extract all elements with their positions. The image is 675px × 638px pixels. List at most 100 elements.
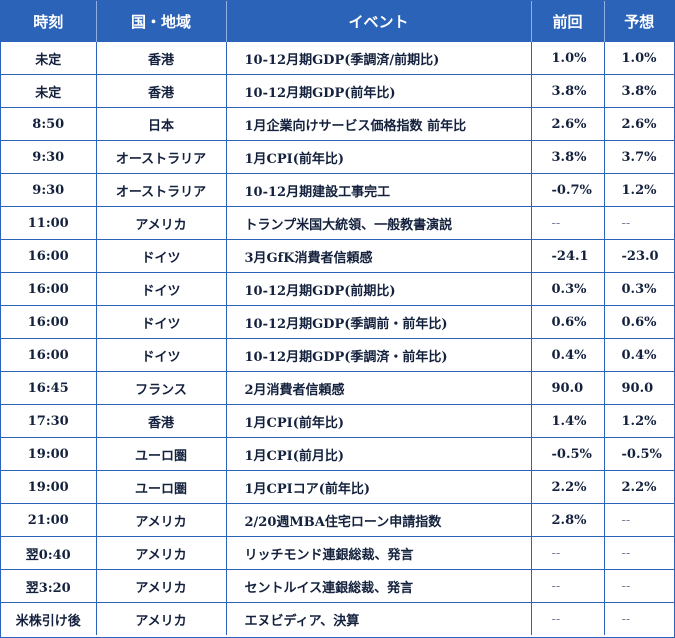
cell-previous: 1.4%	[531, 404, 605, 438]
table-row: 未定 香港 10-12月期GDP(季調済/前期比) 1.0% 1.0%	[1, 42, 674, 75]
cell-event: トランプ米国大統領、一般教書演説	[226, 206, 532, 240]
cell-previous: 0.4%	[531, 338, 605, 372]
header-time: 時刻	[1, 1, 97, 42]
cell-forecast: 0.3%	[604, 272, 674, 306]
cell-forecast: -0.5%	[604, 437, 674, 471]
cell-previous: --	[531, 602, 605, 635]
cell-forecast: 3.7%	[604, 140, 674, 174]
cell-previous: 1.0%	[531, 42, 605, 75]
cell-forecast: 1.2%	[604, 404, 674, 438]
cell-previous: 3.8%	[531, 74, 605, 108]
cell-forecast: 2.2%	[604, 470, 674, 504]
cell-previous: 2.6%	[531, 107, 605, 141]
cell-forecast: --	[604, 536, 674, 570]
cell-country: ドイツ	[96, 338, 227, 372]
cell-event: 2/20週MBA住宅ローン申請指数	[226, 503, 532, 537]
table-row: 11:00 アメリカ トランプ米国大統領、一般教書演説 -- --	[1, 206, 674, 240]
cell-country: アメリカ	[96, 569, 227, 603]
cell-event: 1月企業向けサービス価格指数 前年比	[226, 107, 532, 141]
cell-forecast: -23.0	[604, 239, 674, 273]
cell-country: 香港	[96, 42, 227, 75]
cell-previous: --	[531, 536, 605, 570]
table-row: 翌3:20 アメリカ セントルイス連銀総裁、発言 -- --	[1, 569, 674, 603]
table-row: 19:00 ユーロ圏 1月CPI(前月比) -0.5% -0.5%	[1, 437, 674, 471]
cell-time: 未定	[1, 42, 97, 75]
cell-forecast: --	[604, 569, 674, 603]
header-event: イベント	[226, 1, 532, 42]
cell-time: 17:30	[1, 404, 97, 438]
cell-country: 日本	[96, 107, 227, 141]
cell-time: 19:00	[1, 470, 97, 504]
cell-time: 16:45	[1, 371, 97, 405]
cell-event: 10-12月期GDP(季調済・前年比)	[226, 338, 532, 372]
cell-previous: 3.8%	[531, 140, 605, 174]
cell-forecast: 0.6%	[604, 305, 674, 339]
cell-event: セントルイス連銀総裁、発言	[226, 569, 532, 603]
cell-country: ユーロ圏	[96, 470, 227, 504]
cell-time: 16:00	[1, 305, 97, 339]
table-row: 16:45 フランス 2月消費者信頼感 90.0 90.0	[1, 371, 674, 405]
table-row: 9:30 オーストラリア 10-12月期建設工事完工 -0.7% 1.2%	[1, 173, 674, 207]
cell-country: ユーロ圏	[96, 437, 227, 471]
cell-country: アメリカ	[96, 536, 227, 570]
table-row: 9:30 オーストラリア 1月CPI(前年比) 3.8% 3.7%	[1, 140, 674, 174]
cell-forecast: --	[604, 503, 674, 537]
table-row: 米株引け後 アメリカ エヌビディア、決算 -- --	[1, 602, 674, 635]
cell-country: フランス	[96, 371, 227, 405]
cell-country: ドイツ	[96, 239, 227, 273]
cell-time: 11:00	[1, 206, 97, 240]
cell-country: オーストラリア	[96, 140, 227, 174]
cell-previous: -24.1	[531, 239, 605, 273]
cell-event: 1月CPI(前年比)	[226, 404, 532, 438]
cell-forecast: 1.0%	[604, 42, 674, 75]
cell-previous: 0.3%	[531, 272, 605, 306]
cell-previous: 0.6%	[531, 305, 605, 339]
cell-forecast: --	[604, 206, 674, 240]
header-previous: 前回	[531, 1, 605, 42]
cell-time: 9:30	[1, 140, 97, 174]
cell-time: 未定	[1, 74, 97, 108]
cell-country: ドイツ	[96, 272, 227, 306]
table-row: 未定 香港 10-12月期GDP(前年比) 3.8% 3.8%	[1, 74, 674, 108]
cell-time: 米株引け後	[1, 602, 97, 635]
cell-event: 10-12月期GDP(前期比)	[226, 272, 532, 306]
cell-event: 10-12月期GDP(季調済/前期比)	[226, 42, 532, 75]
cell-time: 8:50	[1, 107, 97, 141]
cell-event: 1月CPI(前月比)	[226, 437, 532, 471]
table-row: 19:00 ユーロ圏 1月CPIコア(前年比) 2.2% 2.2%	[1, 470, 674, 504]
table-row: 翌0:40 アメリカ リッチモンド連銀総裁、発言 -- --	[1, 536, 674, 570]
cell-event: エヌビディア、決算	[226, 602, 532, 635]
cell-time: 19:00	[1, 437, 97, 471]
cell-country: 香港	[96, 404, 227, 438]
cell-country: 香港	[96, 74, 227, 108]
table-row: 16:00 ドイツ 3月GfK消費者信頼感 -24.1 -23.0	[1, 239, 674, 273]
cell-event: 1月CPI(前年比)	[226, 140, 532, 174]
table-body: 未定 香港 10-12月期GDP(季調済/前期比) 1.0% 1.0% 未定 香港 10-12…	[1, 42, 674, 635]
cell-time: 9:30	[1, 173, 97, 207]
cell-forecast: 2.6%	[604, 107, 674, 141]
cell-forecast: --	[621, 611, 631, 627]
header-forecast: 予想	[604, 1, 674, 42]
cell-previous: 2.2%	[531, 470, 605, 504]
cell-previous: --	[531, 206, 605, 240]
cell-forecast: 90.0	[604, 371, 674, 405]
cell-forecast: 3.8%	[604, 74, 674, 108]
cell-time: 16:00	[1, 338, 97, 372]
cell-forecast: 0.4%	[604, 338, 674, 372]
header-row: 時刻 国・地域 イベント 前回 予想	[1, 1, 674, 42]
table-row: 21:00 アメリカ 2/20週MBA住宅ローン申請指数 2.8% --	[1, 503, 674, 537]
cell-time: 16:00	[1, 272, 97, 306]
table-row: 16:00 ドイツ 10-12月期GDP(季調前・前年比) 0.6% 0.6%	[1, 305, 674, 339]
cell-time: 21:00	[1, 503, 97, 537]
table-row: 8:50 日本 1月企業向けサービス価格指数 前年比 2.6% 2.6%	[1, 107, 674, 141]
cell-country: アメリカ	[96, 602, 227, 635]
cell-previous: -0.7%	[531, 173, 605, 207]
cell-event: 2月消費者信頼感	[226, 371, 532, 405]
cell-event: 3月GfK消費者信頼感	[226, 239, 532, 273]
cell-event: 10-12月期GDP(前年比)	[226, 74, 532, 108]
table-header: 時刻 国・地域 イベント 前回 予想	[1, 1, 674, 42]
cell-country: アメリカ	[96, 206, 227, 240]
cell-country: アメリカ	[96, 503, 227, 537]
